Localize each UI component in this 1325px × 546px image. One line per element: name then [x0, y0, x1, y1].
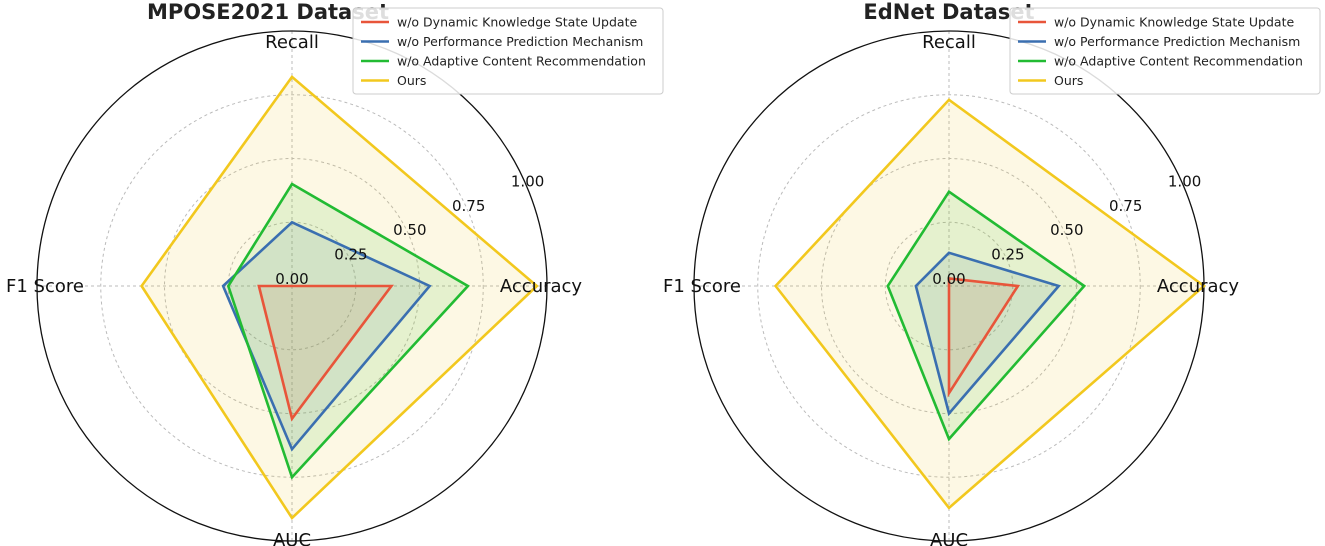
r-tick-label: 0.25	[991, 246, 1024, 264]
series-line-w-o-adaptive-content-recommendation	[886, 189, 1087, 442]
series-line-ours	[773, 98, 1207, 510]
legend-label-w-o-adaptive-content-recommendation: w/o Adaptive Content Recommendation	[1054, 54, 1303, 69]
legend-label-w-o-dynamic-knowledge-state-update: w/o Dynamic Knowledge State Update	[1054, 15, 1294, 30]
axis-label-f1-score: F1 Score	[663, 276, 741, 297]
r-tick-label: 0.75	[1109, 197, 1142, 215]
radar-chart-1: 0.00 0.25 0.50 0.75 1.00 Accuracy Recall F1 Sco…	[6, 0, 664, 546]
legend-label-ours: Ours	[397, 73, 426, 88]
series-fill-ours	[775, 99, 1204, 508]
r-tick-label: 0.50	[393, 221, 426, 239]
radar-chart-2: 0.00 0.25 0.50 0.75 1.00 Accuracy Recall F1 Sco…	[663, 0, 1321, 546]
legend-label-w-o-performance-prediction-mechanism: w/o Performance Prediction Mechanism	[1054, 34, 1300, 49]
legend: w/o Dynamic Knowledge State Update w/o Pe…	[1009, 7, 1321, 95]
legend-box	[1009, 7, 1321, 95]
axis-label-auc: AUC	[930, 530, 968, 546]
legend-label-ours: Ours	[1054, 73, 1083, 88]
series-line-w-o-adaptive-content-recommendation	[226, 182, 470, 480]
r-tick-label: 1.00	[511, 172, 544, 190]
series-line-w-o-performance-prediction-mechanism	[914, 251, 1061, 417]
legend-label-w-o-adaptive-content-recommendation: w/o Adaptive Content Recommendation	[397, 54, 646, 69]
axis-label-recall: Recall	[922, 32, 976, 53]
outer-circle	[36, 30, 548, 542]
r-tick-label: 0.25	[334, 246, 367, 264]
series-fill-w-o-adaptive-content-recommendation	[887, 191, 1085, 439]
axis-label-f1-score: F1 Score	[6, 276, 84, 297]
series-fill-w-o-dynamic-knowledge-state-update	[258, 286, 392, 419]
r-tick-label: 0.50	[1050, 221, 1083, 239]
axis-label-accuracy: Accuracy	[1157, 276, 1240, 297]
grid-circle-3	[757, 94, 1141, 478]
legend-box	[352, 7, 664, 95]
series-line-w-o-performance-prediction-mechanism	[221, 220, 432, 452]
series-line-w-o-dynamic-knowledge-state-update	[257, 284, 394, 422]
legend-label-w-o-dynamic-knowledge-state-update: w/o Dynamic Knowledge State Update	[397, 15, 637, 30]
series-line-w-o-dynamic-knowledge-state-update	[947, 276, 1021, 398]
r-tick-label: 0.00	[932, 270, 965, 288]
series-fill-ours	[141, 76, 537, 519]
legend-label-w-o-performance-prediction-mechanism: w/o Performance Prediction Mechanism	[397, 34, 643, 49]
r-tick-label: 1.00	[1168, 172, 1201, 190]
series-fill-w-o-performance-prediction-mechanism	[223, 222, 430, 450]
axis-label-auc: AUC	[273, 530, 311, 546]
r-tick-label: 0.00	[275, 270, 308, 288]
chart-title: MPOSE2021 Dataset	[147, 0, 389, 24]
series-line-ours	[140, 74, 539, 521]
chart-title: EdNet Dataset	[863, 0, 1034, 24]
legend: w/o Dynamic Knowledge State Update w/o Pe…	[352, 7, 664, 95]
axis-label-recall: Recall	[265, 32, 319, 53]
r-tick-label: 0.75	[452, 197, 485, 215]
axis-label-accuracy: Accuracy	[500, 276, 583, 297]
